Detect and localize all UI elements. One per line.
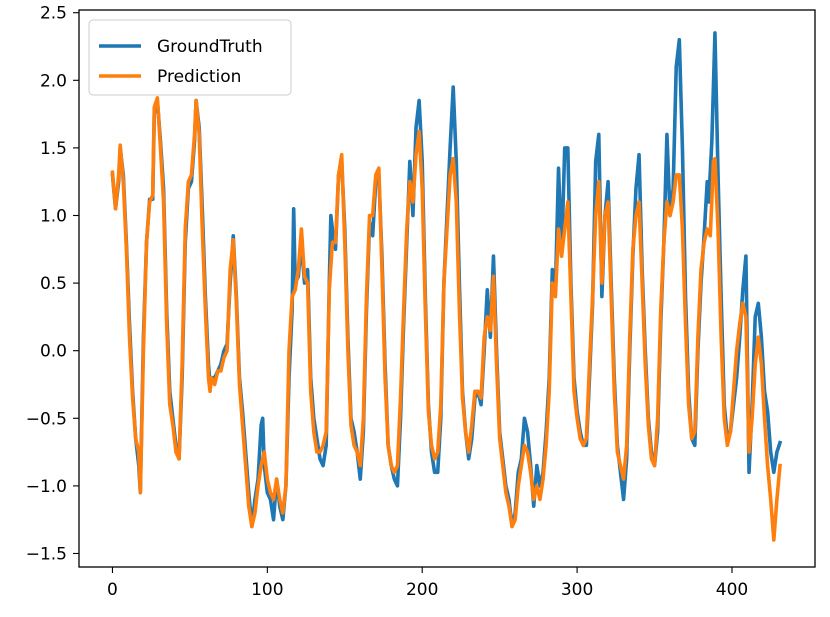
x-tick-label: 100 [251, 580, 283, 600]
legend-label: Prediction [157, 67, 241, 87]
y-tick-label: 2.5 [40, 4, 67, 24]
y-tick-label: 0.5 [40, 274, 67, 294]
x-axis: 0 100 200 300 400 [107, 567, 748, 600]
x-tick-label: 200 [406, 580, 438, 600]
y-tick-label: −0.5 [26, 409, 67, 429]
x-tick-label: 400 [716, 580, 748, 600]
legend: GroundTruth Prediction [88, 19, 292, 96]
y-tick-label: 1.0 [40, 206, 67, 226]
series-line-groundtruth [110, 31, 783, 529]
axes-frame [78, 9, 816, 568]
x-tick-label: 300 [561, 580, 593, 600]
plot-area [110, 31, 783, 542]
x-tick-label: 0 [107, 580, 118, 600]
y-tick-label: −1.0 [26, 477, 67, 497]
legend-label: GroundTruth [157, 37, 263, 57]
series-line-prediction [110, 96, 782, 542]
y-tick-label: −1.5 [26, 544, 67, 564]
y-tick-label: 0.0 [40, 342, 67, 362]
y-axis: −1.5 −1.0 −0.5 0.0 0.5 1.0 1.5 2.0 2.5 [26, 4, 79, 564]
y-tick-label: 1.5 [40, 139, 67, 159]
y-tick-label: 2.0 [40, 71, 67, 91]
